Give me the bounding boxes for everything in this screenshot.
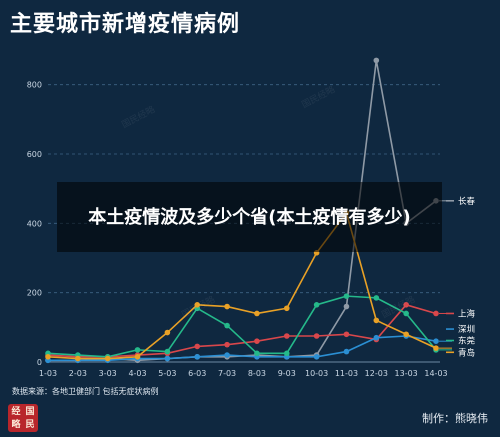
data-point xyxy=(134,354,141,360)
series-line-东莞 xyxy=(47,295,437,358)
data-source-note: 数据来源：各地卫健部门 包括无症状病例 xyxy=(12,387,159,396)
article-title[interactable]: 本土疫情波及多少个省(本土疫情有多少) xyxy=(88,206,411,228)
data-point xyxy=(104,355,111,362)
legend-label-深圳: 深圳 xyxy=(458,324,475,335)
x-tick-label: 5-03 xyxy=(158,369,176,378)
data-point xyxy=(433,338,439,345)
x-tick-label: 3-03 xyxy=(99,369,117,378)
data-point xyxy=(283,350,290,357)
y-tick-label: 800 xyxy=(27,81,42,90)
x-tick-label: 2-03 xyxy=(69,369,87,378)
y-tick-label: 400 xyxy=(27,219,42,228)
data-point xyxy=(433,345,439,351)
data-point xyxy=(164,355,171,362)
y-tick-label: 600 xyxy=(27,150,42,159)
y-tick-label: 0 xyxy=(37,358,42,367)
x-tick-label: 9-03 xyxy=(278,369,296,378)
data-point xyxy=(343,348,350,355)
author-credit: 制作：熊晓伟 xyxy=(422,412,488,425)
data-point xyxy=(373,317,380,324)
article-title-banner[interactable]: 本土疫情波及多少个省(本土疫情有多少) xyxy=(57,182,442,252)
data-point xyxy=(254,350,260,357)
data-point xyxy=(224,341,230,348)
data-point xyxy=(254,310,260,317)
series-line-深圳 xyxy=(48,335,437,362)
brand-logo: 经 国 略 民 xyxy=(8,404,38,432)
x-tick-label: 7-03 xyxy=(218,369,236,378)
series-line-上海 xyxy=(47,303,437,358)
data-point xyxy=(343,303,350,310)
x-tick-label: 14-03 xyxy=(424,369,447,378)
x-tick-label: 10-03 xyxy=(305,369,328,378)
data-point xyxy=(164,348,171,355)
data-point xyxy=(373,57,380,64)
data-point xyxy=(403,310,409,317)
data-point xyxy=(283,305,290,312)
data-point xyxy=(373,295,380,301)
logo-char-1: 经 xyxy=(11,406,21,417)
data-point xyxy=(254,338,260,345)
data-point xyxy=(194,302,201,308)
x-tick-label: 8-03 xyxy=(248,369,266,378)
logo-char-2: 国 xyxy=(25,406,35,417)
data-point xyxy=(433,310,439,317)
x-tick-label: 1-03 xyxy=(39,369,57,378)
legend-label-东莞: 东莞 xyxy=(458,336,476,347)
data-point xyxy=(403,302,409,308)
legend-label-长春: 长春 xyxy=(458,196,476,207)
chart-title: 主要城市新增疫情病例 xyxy=(10,12,241,37)
data-point xyxy=(313,302,320,308)
data-point xyxy=(403,331,409,338)
data-point xyxy=(283,333,290,339)
x-tick-label: 12-03 xyxy=(365,369,388,378)
x-tick-label: 6-03 xyxy=(188,369,206,378)
data-point xyxy=(313,354,320,360)
x-tick-label: 11-03 xyxy=(335,369,358,378)
data-point xyxy=(164,329,171,336)
x-tick-label: 4-03 xyxy=(128,369,146,378)
logo-char-4: 民 xyxy=(25,419,35,430)
data-point xyxy=(75,355,81,362)
data-point xyxy=(224,303,230,310)
x-tick-label: 13-03 xyxy=(395,369,418,378)
data-point xyxy=(224,322,230,329)
y-tick-label: 200 xyxy=(27,289,42,298)
series-line-青岛 xyxy=(47,212,437,360)
data-point xyxy=(224,352,230,358)
data-point xyxy=(194,343,201,350)
data-point xyxy=(194,354,201,360)
data-point xyxy=(313,333,320,339)
legend-label-上海: 上海 xyxy=(458,308,476,319)
legend-label-青岛: 青岛 xyxy=(458,347,475,358)
data-point xyxy=(45,354,51,360)
data-point xyxy=(343,331,350,338)
logo-char-3: 略 xyxy=(11,419,21,430)
data-point xyxy=(134,347,141,353)
data-point xyxy=(373,334,380,341)
data-point xyxy=(343,293,350,299)
